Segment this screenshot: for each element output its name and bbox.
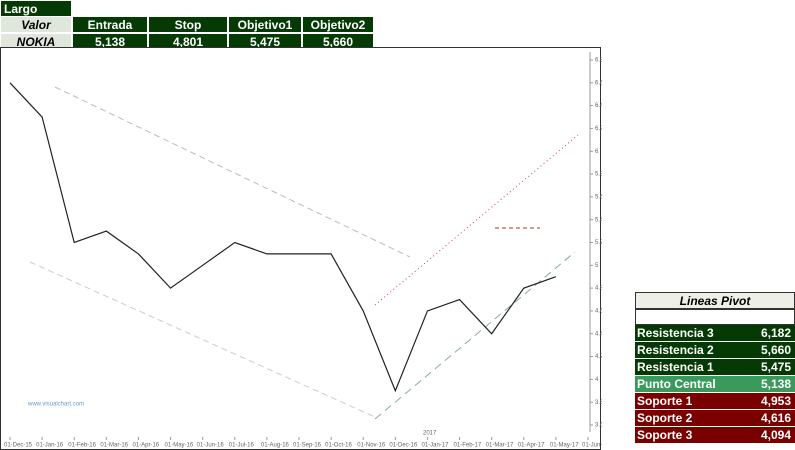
y-tick-label: 4 <box>595 377 599 383</box>
x-tick-label: 01-May-16 <box>165 443 194 449</box>
x-tick-label: 01-Apr-16 <box>132 443 159 449</box>
y-tick-label: 4.4 <box>595 331 602 337</box>
pivot-name: Resistencia 3 <box>635 325 735 341</box>
annotation: www.visualchart.com <box>27 402 84 408</box>
x-tick-label: 01-Sep-16 <box>293 443 322 449</box>
pivot-value: 5,138 <box>735 376 795 392</box>
y-tick-label: 6 <box>595 149 599 155</box>
y-tick-label: 3.8 <box>595 400 602 406</box>
x-tick-label: 01-Feb-16 <box>68 443 96 449</box>
x-tick-label: 01-Jun-17 <box>582 443 602 449</box>
x-tick-label: 01-Apr-17 <box>518 443 545 449</box>
y-tick-label: 4.8 <box>595 286 602 292</box>
trend-channel <box>54 86 411 258</box>
x-tick-label: 01-Jul-16 <box>229 443 255 449</box>
y-tick-label: 5.2 <box>595 240 602 246</box>
x-tick-label: 01-Dec-15 <box>4 443 33 449</box>
x-tick-label: 01-Mar-17 <box>486 443 514 449</box>
pivot-name: Resistencia 2 <box>635 342 735 358</box>
x-tick-label: 01-Jan-17 <box>421 443 449 449</box>
pivot-name: Soporte 2 <box>635 410 735 426</box>
chart-frame <box>0 47 601 450</box>
y-tick-label: 6.6 <box>595 80 602 86</box>
y-tick-label: 5.4 <box>595 217 602 223</box>
x-tick-label: 01-Jun-16 <box>197 443 225 449</box>
value-cell: 5,138 <box>72 33 148 50</box>
trend-channel <box>374 251 576 420</box>
x-tick-label: 01-Nov-16 <box>357 443 386 449</box>
pivot-value: 4,094 <box>735 427 795 443</box>
y-tick-label: 3.6 <box>595 423 602 429</box>
x-tick-label: 01-Aug-16 <box>261 443 290 449</box>
header-cell: Entrada <box>72 16 148 33</box>
y-tick-label: 6.2 <box>595 126 602 132</box>
header-cell: Stop <box>148 16 228 33</box>
trend-channel <box>29 261 376 418</box>
x-tick-label: 01-Mar-16 <box>100 443 128 449</box>
x-tick-label: 01-Oct-16 <box>325 443 352 449</box>
price-line <box>9 82 557 393</box>
pivot-name: Punto Central <box>635 376 735 392</box>
y-tick-label: 4.2 <box>595 354 602 360</box>
pivot-value: 4,616 <box>735 410 795 426</box>
header-cell: Objetivo1 <box>228 16 302 33</box>
y-tick-label: 5.6 <box>595 194 602 200</box>
y-tick-label: 6.8 <box>595 58 602 64</box>
pivot-value: 6,182 <box>735 325 795 341</box>
pivot-name: Soporte 3 <box>635 427 735 443</box>
pivot-value: 5,475 <box>735 359 795 375</box>
x-tick-label: 01-May-17 <box>550 443 579 449</box>
pivot-value: 5,660 <box>735 342 795 358</box>
y-tick-label: 4.6 <box>595 309 602 315</box>
target-line <box>374 134 579 306</box>
y-tick-label: 5 <box>595 263 599 269</box>
header-cell: Objetivo2 <box>302 16 374 33</box>
chart: 2017 www.visualchart.com 3.6 3.8 4 4.2 4.4 4.… <box>0 47 602 450</box>
header-cell: Valor <box>0 16 72 33</box>
pivot-gap <box>635 309 795 325</box>
y-tick-label: 5.8 <box>595 172 602 178</box>
x-tick-label: 01-Feb-17 <box>454 443 482 449</box>
x-tick-label: 01-Jan-16 <box>36 443 64 449</box>
pivot-name: Resistencia 1 <box>635 359 735 375</box>
y-tick-label: 6.4 <box>595 103 602 109</box>
pivot-title: Lineas Pivot <box>635 292 795 309</box>
x-tick-label: 01-Dec-16 <box>389 443 418 449</box>
pivot-value: 4,953 <box>735 393 795 409</box>
annotation: 2017 <box>423 431 437 437</box>
table-title: Largo <box>0 0 72 17</box>
pivot-name: Soporte 1 <box>635 393 735 409</box>
